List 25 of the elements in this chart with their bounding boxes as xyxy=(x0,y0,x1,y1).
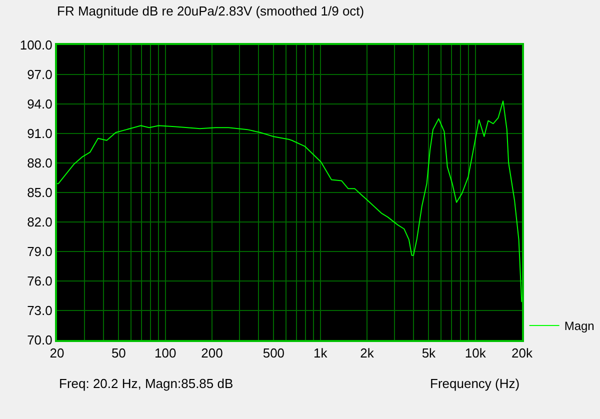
y-tick-label: 82.0 xyxy=(27,214,52,230)
x-tick-label: 100 xyxy=(154,346,176,361)
x-tick-label: 200 xyxy=(201,346,223,361)
y-tick-label: 97.0 xyxy=(27,67,52,82)
chart-title: FR Magnitude dB re 20uPa/2.83V (smoothed 1/9 oct) xyxy=(57,3,364,18)
y-tick-label: 85.0 xyxy=(27,185,52,200)
y-tick-label: 79.0 xyxy=(27,244,52,260)
y-tick-label: 73.0 xyxy=(27,303,52,318)
x-tick-label: 1k xyxy=(313,346,328,361)
y-tick-label: 70.0 xyxy=(27,332,52,348)
x-tick-label: 20 xyxy=(50,346,64,361)
x-tick-label: 500 xyxy=(262,346,285,361)
y-tick-label: 91.0 xyxy=(27,126,52,142)
y-tick-label: 76.0 xyxy=(27,274,52,289)
x-tick-label: 10k xyxy=(464,346,486,361)
text: Freq: 20.2 Hz, Magn:85.85 dB xyxy=(59,376,234,391)
x-tick-label: 50 xyxy=(111,346,126,361)
y-tick-label: 100.0 xyxy=(20,38,52,53)
x-tick-label: 5k xyxy=(422,346,436,361)
y-tick-label: 88.0 xyxy=(27,156,52,171)
legend-label: Magn xyxy=(564,319,594,334)
x-axis-title: Frequency (Hz) xyxy=(430,376,520,391)
y-tick-label: 94.0 xyxy=(27,96,52,112)
x-tick-label: 2k xyxy=(360,346,374,361)
x-tick-label: 20k xyxy=(512,346,533,361)
